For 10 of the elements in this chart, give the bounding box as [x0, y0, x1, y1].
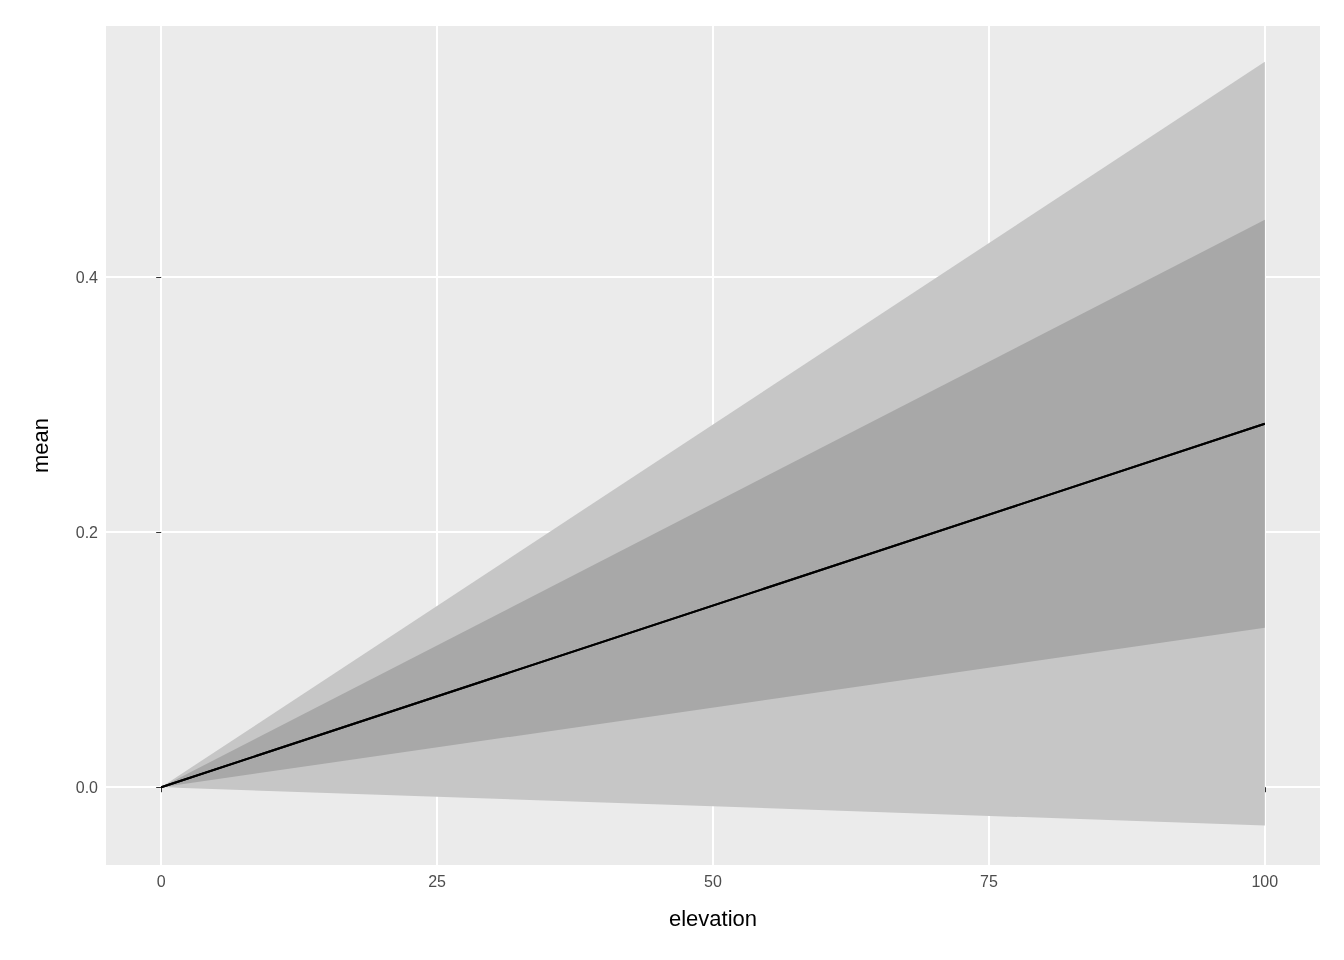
y-tick-label: 0.2 — [75, 523, 99, 541]
x-tick-label: 0 — [156, 872, 166, 890]
y-axis-title: mean — [27, 417, 53, 474]
x-tick-label: 25 — [428, 872, 447, 890]
x-tick-label: 100 — [1251, 872, 1279, 890]
x-axis-title: elevation — [668, 905, 758, 931]
x-tick-label: 50 — [704, 872, 722, 890]
y-tick-label: 0.4 — [75, 268, 99, 286]
y-tick-label: 0.0 — [75, 778, 99, 796]
x-tick-label: 75 — [980, 872, 998, 890]
